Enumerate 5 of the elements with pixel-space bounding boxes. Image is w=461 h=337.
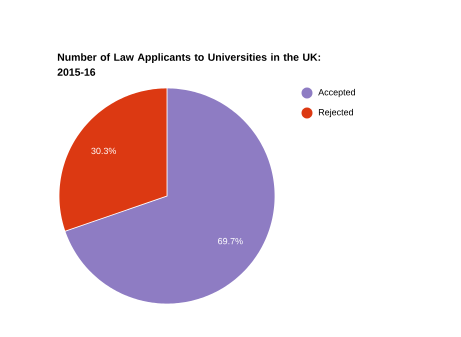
legend-label: Rejected	[318, 108, 354, 118]
data-label: 30.3%	[91, 148, 116, 154]
chart-title: Number of Law Applicants to Universities in the UK: 2015-16	[58, 53, 320, 76]
data-label: 69.7%	[218, 238, 243, 244]
legend-label: Accepted	[318, 88, 356, 98]
